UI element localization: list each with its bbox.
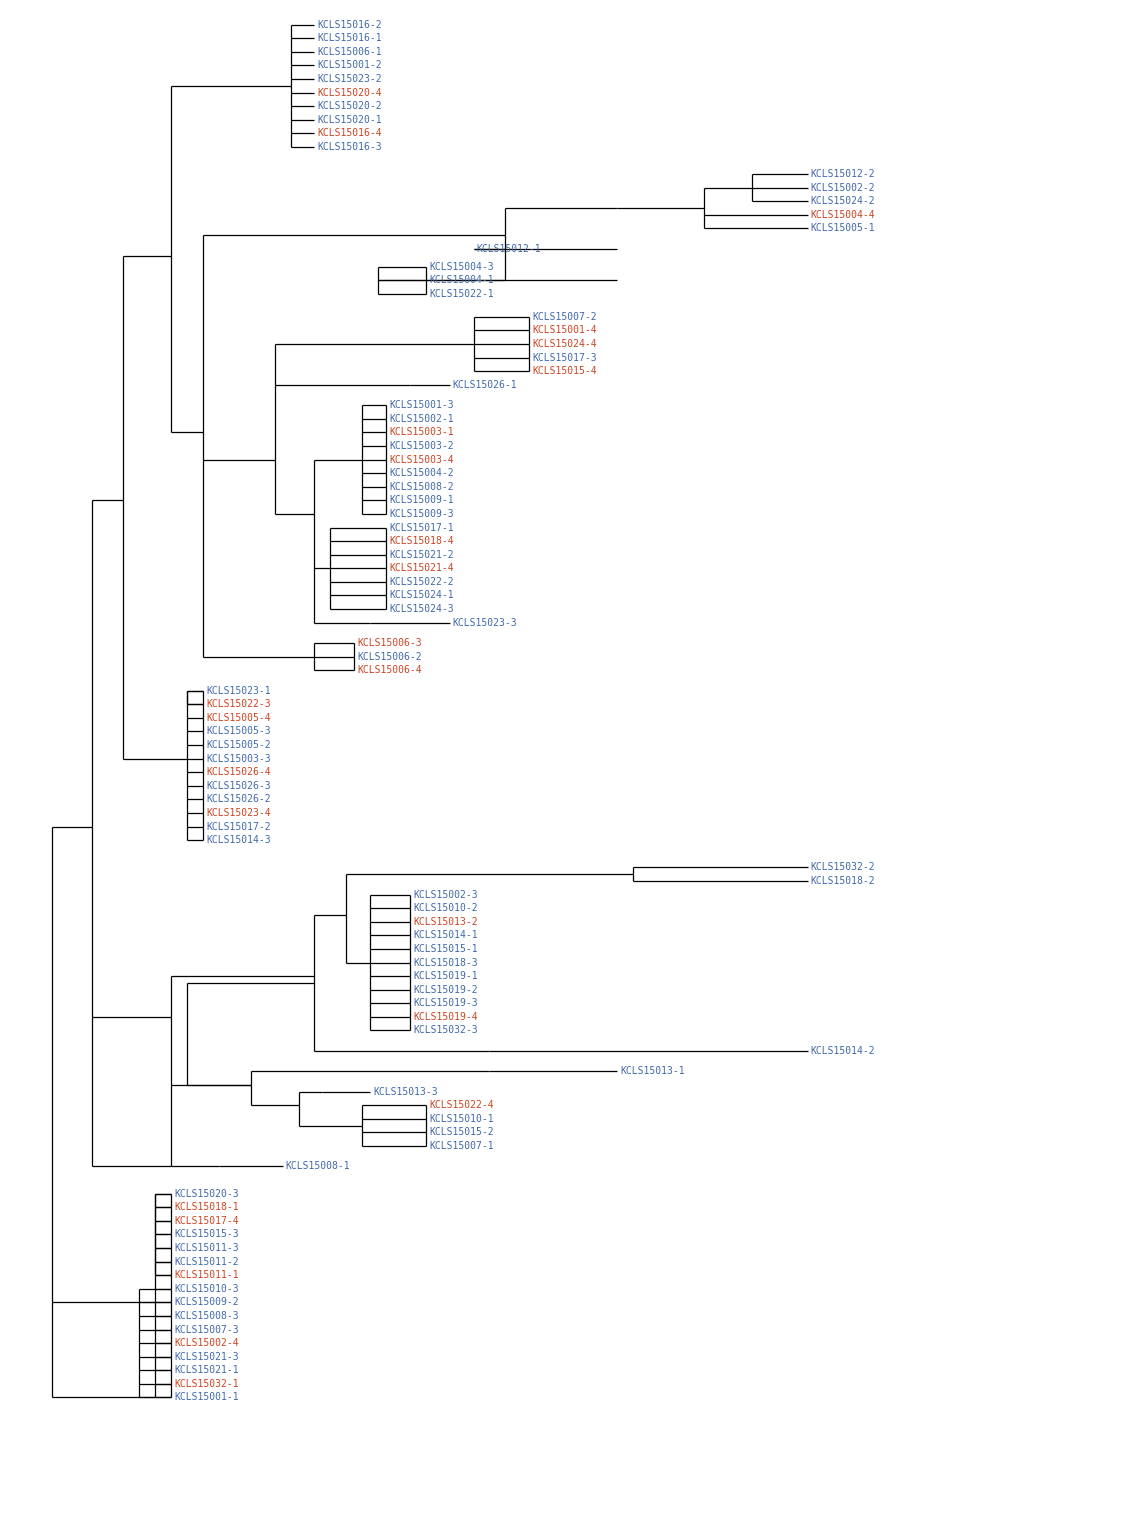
Text: KCLS15015-4: KCLS15015-4 [532, 366, 597, 376]
Text: KCLS15017-4: KCLS15017-4 [174, 1216, 240, 1225]
Text: KCLS15004-1: KCLS15004-1 [429, 275, 494, 285]
Text: KCLS15004-3: KCLS15004-3 [429, 261, 494, 272]
Text: KCLS15022-4: KCLS15022-4 [429, 1101, 494, 1110]
Text: KCLS15007-1: KCLS15007-1 [429, 1142, 494, 1151]
Text: KCLS15018-2: KCLS15018-2 [811, 876, 876, 887]
Text: KCLS15019-2: KCLS15019-2 [414, 985, 478, 994]
Text: KCLS15014-3: KCLS15014-3 [207, 835, 271, 846]
Text: KCLS15014-2: KCLS15014-2 [811, 1046, 876, 1057]
Text: KCLS15010-1: KCLS15010-1 [429, 1114, 494, 1123]
Text: KCLS15006-1: KCLS15006-1 [318, 47, 382, 56]
Text: KCLS15005-2: KCLS15005-2 [207, 739, 271, 750]
Text: KCLS15026-4: KCLS15026-4 [207, 767, 271, 777]
Text: KCLS15020-3: KCLS15020-3 [174, 1189, 240, 1199]
Text: KCLS15022-3: KCLS15022-3 [207, 700, 271, 709]
Text: KCLS15015-1: KCLS15015-1 [414, 944, 478, 953]
Text: KCLS15024-2: KCLS15024-2 [811, 196, 876, 206]
Text: KCLS15008-2: KCLS15008-2 [389, 481, 454, 492]
Text: KCLS15011-2: KCLS15011-2 [174, 1257, 240, 1266]
Text: KCLS15018-3: KCLS15018-3 [414, 958, 478, 967]
Text: KCLS15002-4: KCLS15002-4 [174, 1339, 240, 1348]
Text: KCLS15011-1: KCLS15011-1 [174, 1271, 240, 1280]
Text: KCLS15002-2: KCLS15002-2 [811, 182, 876, 193]
Text: KCLS15024-3: KCLS15024-3 [389, 604, 454, 615]
Text: KCLS15017-3: KCLS15017-3 [532, 352, 597, 363]
Text: KCLS15007-3: KCLS15007-3 [174, 1325, 240, 1334]
Text: KCLS15015-2: KCLS15015-2 [429, 1128, 494, 1137]
Text: KCLS15019-4: KCLS15019-4 [414, 1013, 478, 1022]
Text: KCLS15016-3: KCLS15016-3 [318, 141, 382, 152]
Text: KCLS15011-3: KCLS15011-3 [174, 1243, 240, 1252]
Text: KCLS15013-1: KCLS15013-1 [620, 1066, 685, 1076]
Text: KCLS15019-1: KCLS15019-1 [414, 972, 478, 981]
Text: KCLS15003-3: KCLS15003-3 [207, 753, 271, 764]
Text: KCLS15032-1: KCLS15032-1 [174, 1378, 240, 1389]
Text: KCLS15006-2: KCLS15006-2 [357, 651, 421, 662]
Text: KCLS15026-1: KCLS15026-1 [453, 380, 518, 390]
Text: KCLS15003-1: KCLS15003-1 [389, 428, 454, 437]
Text: KCLS15004-2: KCLS15004-2 [389, 468, 454, 478]
Text: KCLS15018-4: KCLS15018-4 [389, 536, 454, 546]
Text: KCLS15015-3: KCLS15015-3 [174, 1230, 240, 1239]
Text: KCLS15019-3: KCLS15019-3 [414, 999, 478, 1008]
Text: KCLS15004-4: KCLS15004-4 [811, 209, 876, 220]
Text: KCLS15017-1: KCLS15017-1 [389, 522, 454, 533]
Text: KCLS15014-1: KCLS15014-1 [414, 931, 478, 940]
Text: KCLS15007-2: KCLS15007-2 [532, 311, 597, 322]
Text: KCLS15020-4: KCLS15020-4 [318, 88, 382, 97]
Text: KCLS15021-3: KCLS15021-3 [174, 1351, 240, 1362]
Text: KCLS15009-1: KCLS15009-1 [389, 495, 454, 505]
Text: KCLS15023-2: KCLS15023-2 [318, 74, 382, 83]
Text: KCLS15005-3: KCLS15005-3 [207, 727, 271, 736]
Text: KCLS15006-4: KCLS15006-4 [357, 665, 421, 676]
Text: KCLS15013-2: KCLS15013-2 [414, 917, 478, 926]
Text: KCLS15009-2: KCLS15009-2 [174, 1298, 240, 1307]
Text: KCLS15021-2: KCLS15021-2 [389, 550, 454, 560]
Text: KCLS15010-3: KCLS15010-3 [174, 1284, 240, 1293]
Text: KCLS15023-1: KCLS15023-1 [207, 686, 271, 695]
Text: KCLS15012-1: KCLS15012-1 [477, 244, 541, 254]
Text: KCLS15005-1: KCLS15005-1 [811, 223, 876, 234]
Text: KCLS15024-1: KCLS15024-1 [389, 591, 454, 601]
Text: KCLS15026-3: KCLS15026-3 [207, 780, 271, 791]
Text: KCLS15032-2: KCLS15032-2 [811, 862, 876, 873]
Text: KCLS15016-2: KCLS15016-2 [318, 20, 382, 29]
Text: KCLS15016-4: KCLS15016-4 [318, 129, 382, 138]
Text: KCLS15016-1: KCLS15016-1 [318, 33, 382, 43]
Text: KCLS15008-3: KCLS15008-3 [174, 1312, 240, 1321]
Text: KCLS15032-3: KCLS15032-3 [414, 1026, 478, 1035]
Text: KCLS15008-1: KCLS15008-1 [286, 1161, 350, 1172]
Text: KCLS15002-1: KCLS15002-1 [389, 414, 454, 424]
Text: KCLS15021-4: KCLS15021-4 [389, 563, 454, 574]
Text: KCLS15023-4: KCLS15023-4 [207, 808, 271, 818]
Text: KCLS15024-4: KCLS15024-4 [532, 339, 597, 349]
Text: KCLS15023-3: KCLS15023-3 [453, 618, 518, 627]
Text: KCLS15013-3: KCLS15013-3 [373, 1087, 438, 1096]
Text: KCLS15010-2: KCLS15010-2 [414, 903, 478, 914]
Text: KCLS15026-2: KCLS15026-2 [207, 794, 271, 805]
Text: KCLS15005-4: KCLS15005-4 [207, 713, 271, 723]
Text: KCLS15021-1: KCLS15021-1 [174, 1365, 240, 1375]
Text: KCLS15003-2: KCLS15003-2 [389, 440, 454, 451]
Text: KCLS15022-2: KCLS15022-2 [389, 577, 454, 587]
Text: KCLS15020-2: KCLS15020-2 [318, 102, 382, 111]
Text: KCLS15018-1: KCLS15018-1 [174, 1202, 240, 1213]
Text: KCLS15009-3: KCLS15009-3 [389, 509, 454, 519]
Text: KCLS15003-4: KCLS15003-4 [389, 454, 454, 465]
Text: KCLS15001-3: KCLS15001-3 [389, 401, 454, 410]
Text: KCLS15017-2: KCLS15017-2 [207, 821, 271, 832]
Text: KCLS15001-4: KCLS15001-4 [532, 325, 597, 335]
Text: KCLS15002-3: KCLS15002-3 [414, 890, 478, 900]
Text: KCLS15006-3: KCLS15006-3 [357, 638, 421, 648]
Text: KCLS15001-1: KCLS15001-1 [174, 1392, 240, 1403]
Text: KCLS15020-1: KCLS15020-1 [318, 115, 382, 124]
Text: KCLS15012-2: KCLS15012-2 [811, 168, 876, 179]
Text: KCLS15001-2: KCLS15001-2 [318, 61, 382, 70]
Text: KCLS15022-1: KCLS15022-1 [429, 288, 494, 299]
